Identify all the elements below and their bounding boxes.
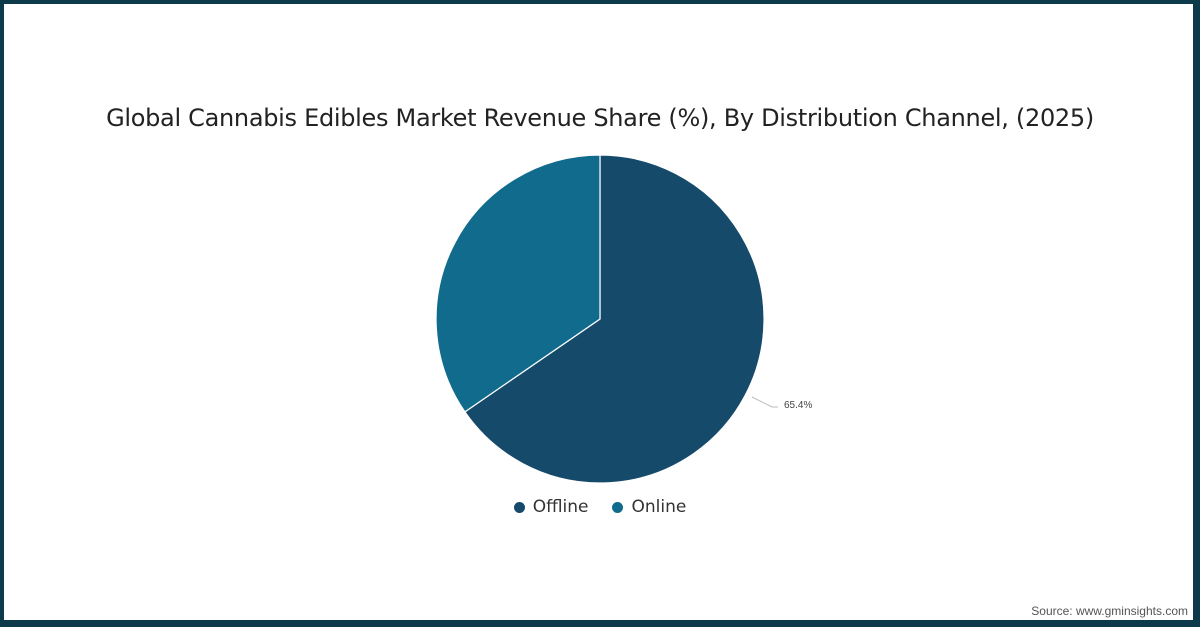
offline-label-leader-line — [751, 396, 778, 408]
pie-slice-online[interactable] — [435, 154, 601, 413]
source-note: Source: www.gminsights.com — [1031, 604, 1188, 618]
legend-item-online[interactable]: Online — [612, 497, 686, 517]
chart-legend: Offline Online — [0, 497, 1200, 517]
pie-slice-offline[interactable] — [464, 154, 765, 484]
legend-label: Online — [631, 497, 687, 517]
legend-label: Offline — [532, 497, 589, 517]
legend-dot-icon — [612, 501, 624, 513]
chart-title: Global Cannabis Edibles Market Revenue S… — [106, 104, 1094, 132]
legend-dot-icon — [513, 501, 525, 513]
legend-item-offline[interactable]: Offline — [513, 497, 589, 517]
offline-data-label: 65.4% — [784, 400, 813, 411]
